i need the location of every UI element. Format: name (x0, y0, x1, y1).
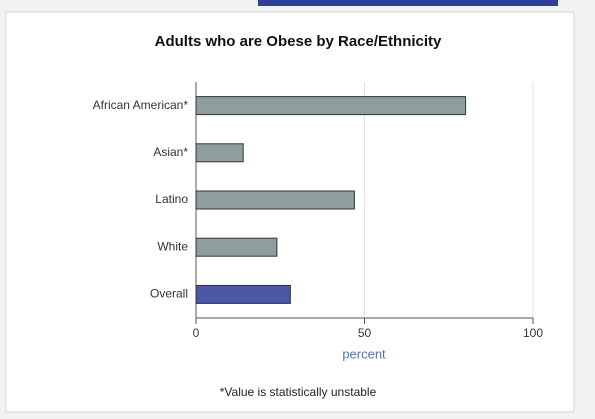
x-tick-label: 100 (523, 326, 543, 340)
bar (195, 237, 278, 257)
x-tick-label: 0 (193, 326, 200, 340)
y-tick-label: White (157, 239, 188, 253)
y-tick-label: Latino (155, 192, 188, 206)
bar (195, 143, 244, 163)
x-axis-label: percent (342, 346, 386, 361)
y-tick-label: Overall (150, 287, 188, 301)
chart-title: Adults who are Obese by Race/Ethnicity (155, 33, 442, 50)
panel (5, 11, 575, 413)
bar (195, 190, 355, 210)
bar (195, 96, 467, 116)
y-tick-label: African American* (93, 98, 189, 112)
top-strip (258, 0, 558, 6)
x-tick-label: 50 (358, 326, 372, 340)
bar (195, 284, 291, 304)
footnote: *Value is statistically unstable (220, 385, 377, 399)
y-tick-label: Asian* (153, 145, 188, 159)
